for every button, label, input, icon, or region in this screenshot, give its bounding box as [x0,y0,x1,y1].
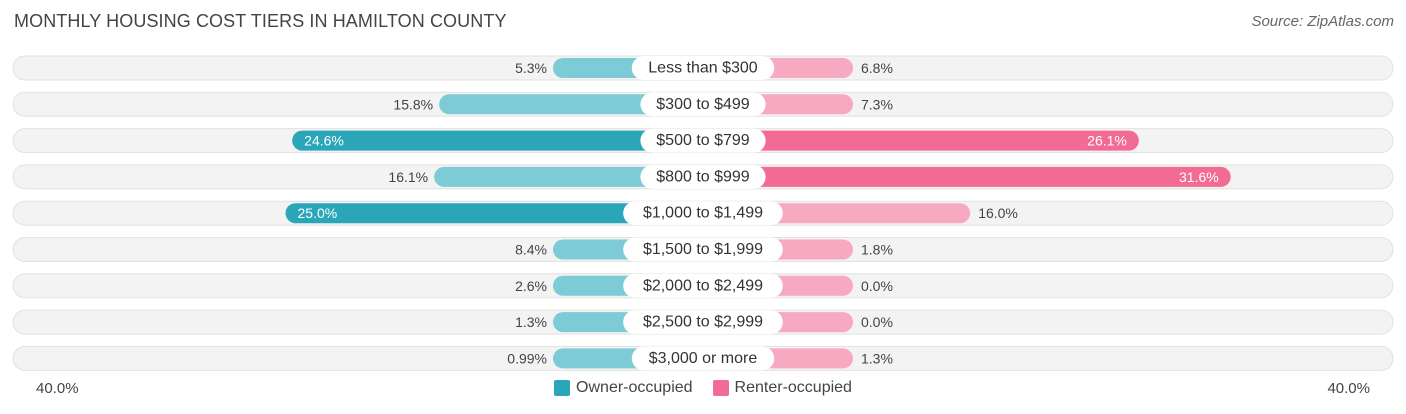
owner-value-label: 16.1% [388,169,428,185]
category-pill [640,128,766,153]
renter-bar [703,130,1139,151]
renter-value-label: 1.3% [861,350,893,366]
owner-value-label: 0.99% [507,350,547,366]
category-pill [640,92,766,117]
owner-value-label: 2.6% [515,278,547,294]
renter-value-label: 31.6% [1179,169,1219,185]
category-pill [623,310,783,335]
category-label: $2,500 to $2,999 [643,314,763,331]
axis-label-left: 40.0% [36,380,79,397]
legend-swatch-renter [712,380,729,396]
legend-item-renter: Renter-occupied [712,379,852,397]
owner-bar [434,166,703,187]
category-label: $800 to $999 [656,168,750,185]
owner-value-label: 1.3% [515,314,547,330]
renter-bar [703,166,1231,187]
owner-value-label: 8.4% [515,242,547,258]
legend-label-owner: Owner-occupied [576,379,693,396]
owner-bar [285,203,703,224]
chart-title: MONTHLY HOUSING COST TIERS IN HAMILTON C… [14,11,507,31]
legend: Owner-occupied Renter-occupied [0,379,1406,397]
category-label: $1,500 to $1,999 [643,241,763,258]
renter-value-label: 7.3% [861,96,893,112]
category-pill [631,346,775,371]
renter-value-label: 0.0% [861,278,893,294]
owner-value-label: 24.6% [304,133,344,149]
owner-value-label: 5.3% [515,60,547,76]
renter-value-label: 0.0% [861,314,893,330]
renter-value-label: 6.8% [861,60,893,76]
owner-value-label: 25.0% [298,205,338,221]
category-pill [623,201,783,226]
renter-value-label: 16.0% [978,205,1018,221]
category-pill [631,56,775,80]
category-label: Less than $300 [648,60,758,77]
source-label: Source: ZipAtlas.com [1251,13,1394,30]
category-pill [623,273,783,298]
axis-label-right: 40.0% [1327,380,1370,397]
owner-bar [292,130,703,151]
category-label: $500 to $799 [656,132,750,149]
category-label: $1,000 to $1,499 [643,205,763,222]
category-pill [640,164,766,189]
owner-value-label: 15.8% [393,96,433,112]
category-label: $3,000 or more [649,350,758,367]
owner-bar [439,94,703,115]
category-pill [623,237,783,262]
legend-item-owner: Owner-occupied [554,379,693,397]
legend-label-renter: Renter-occupied [734,379,852,396]
legend-swatch-owner [554,380,571,396]
category-label: $300 to $499 [656,96,750,113]
category-label: $2,000 to $2,499 [643,277,763,294]
renter-value-label: 1.8% [861,242,893,258]
renter-value-label: 26.1% [1087,133,1127,149]
